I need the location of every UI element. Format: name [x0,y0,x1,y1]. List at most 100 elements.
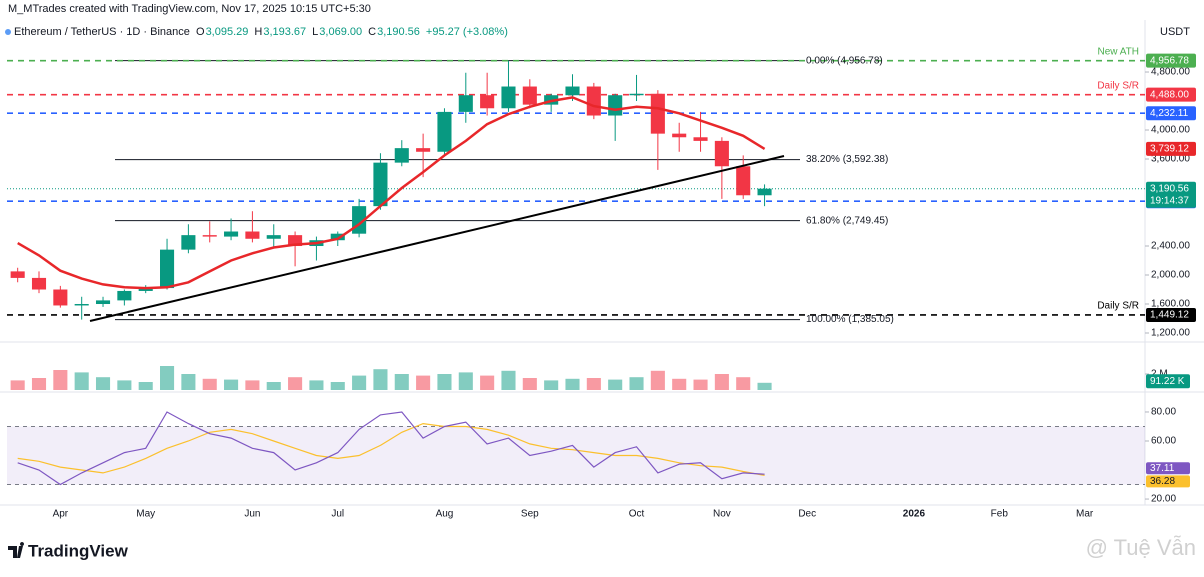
candle-body [586,86,601,116]
volume-bar [736,377,751,390]
candle-body [373,162,388,207]
candle-body [757,188,772,196]
volume-bar [416,375,431,390]
volume-bar [330,382,345,390]
level-tag [1146,87,1196,102]
candle-body [501,86,516,109]
candle-body [416,148,431,152]
x-tick-label: Mar [1076,509,1094,520]
volume-bar [693,379,708,390]
ohlc-legend: O 3,095.29 H 3,193.67 L 3,069.00 C 3,190.56 +95.… [196,26,508,38]
candle-body [10,271,25,278]
x-tick-label: Nov [713,509,731,520]
volume-bar [138,382,153,390]
volume-tick-label: 2 M [1151,369,1168,380]
level-name: New ATH [1098,46,1140,57]
level-name: Daily S/R [1097,80,1139,91]
candle-body [53,289,68,306]
volume-bar [650,370,665,390]
y-tick-label: 1,200.00 [1151,328,1190,339]
volume-bar [10,380,25,390]
symbol-icon [5,29,11,35]
level-label: 4,488.00 [1150,89,1189,100]
x-tick-label: Feb [991,509,1009,520]
volume-bar [394,374,409,390]
candle-body [608,95,623,116]
ohlc-value: 3,190.56 [377,26,420,38]
volume-bar [672,378,687,390]
candle-body [480,95,495,109]
watermark: @ Tuệ Vẫn [1086,535,1196,560]
candle-body [202,235,217,237]
x-tick-label: Jun [244,509,260,520]
trendline [89,155,785,322]
rsi-band [7,426,1145,485]
candle-body [266,235,281,239]
rsi-tick-label: 20.00 [1151,494,1176,505]
axis-labels: 4,800.00 4,000.00 3,600.00 2,400.00 2,000.00… [53,46,1196,520]
volume-bar [31,378,47,390]
ohlc-change: +95.27 (+3.08%) [426,26,508,38]
candle-body [458,95,473,112]
candle-body [736,166,751,196]
candle-body [95,300,111,305]
volume-bar [480,375,495,390]
x-tick-label: 2026 [903,509,926,520]
candle-body [117,290,132,301]
x-tick-label: Aug [436,509,454,520]
volume-bar [458,372,473,390]
brand: TradingView [28,541,129,560]
volume-bar [608,379,623,390]
logo-icon [8,542,25,558]
y-tick-label: 1,600.00 [1151,299,1190,310]
ohlc-key: O [196,26,205,38]
level-label: 4,232.11 [1150,108,1189,119]
ohlc-value: 3,193.67 [263,26,306,38]
candle-body [629,93,644,96]
rsi-line [17,411,765,486]
level-tag [1146,307,1196,322]
y-tick-label: 3,600.00 [1151,154,1190,165]
volume-bar [309,380,324,390]
countdown: 19:14:37 [1150,195,1189,206]
volume-bar [53,370,68,390]
volume-bar [74,372,89,390]
fib-label: 61.80% (2,749.45) [806,215,888,226]
candle-body [245,231,260,239]
ohlc-value: 3,095.29 [206,26,249,38]
rsi-tag [1146,475,1190,488]
fib-label: 100.00% (1,385.05) [806,314,894,325]
candle-body [31,277,47,290]
volume-bar [757,382,772,390]
x-tick-label: Oct [629,509,645,520]
ohlc-key: L [312,26,318,38]
volume-bar [544,380,559,390]
level-label: 4,956.78 [1150,55,1189,66]
volume-bar [160,366,175,390]
candle-body [330,233,345,241]
rsi-label: 37.11 [1150,463,1175,474]
rsi-ma-line [17,422,765,476]
volume-bar [522,378,537,390]
credit: M_MTrades created with TradingView.com, … [8,3,371,15]
logo: TradingView [8,541,129,560]
candle-body [394,148,409,163]
y-tick-label: 4,000.00 [1151,125,1190,136]
rsi-label: 36.28 [1150,476,1175,487]
y-tick-label: 2,000.00 [1151,270,1190,281]
candle-body [224,231,239,237]
candle-body [672,133,687,138]
candle-body [181,235,196,250]
candle-body [565,86,580,96]
volume-bar [245,380,260,390]
plot [7,59,1145,486]
ohlc-value: 3,069.00 [319,26,362,38]
last-price-tag [1146,181,1196,208]
volume-bar [437,374,452,390]
x-tick-label: Sep [521,509,539,520]
rsi-tag [1146,462,1190,475]
level-label: 1,449.12 [1150,310,1189,321]
candle-body [650,93,665,134]
